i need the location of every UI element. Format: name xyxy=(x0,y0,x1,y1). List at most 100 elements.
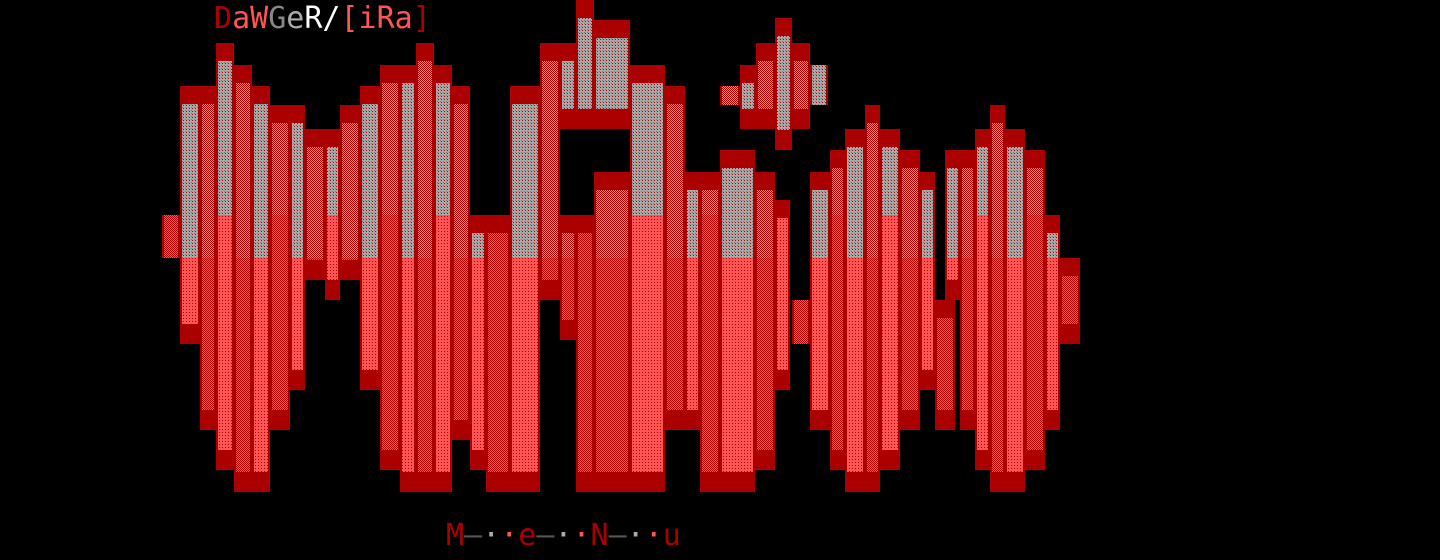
art-block xyxy=(882,147,898,215)
art-block xyxy=(596,38,628,109)
art-block xyxy=(977,147,988,215)
art-block xyxy=(454,104,468,258)
art-block xyxy=(182,258,198,324)
art-block xyxy=(596,190,628,258)
art-block xyxy=(472,258,484,450)
art-block xyxy=(667,104,683,258)
art-block xyxy=(757,258,773,450)
title-char: i xyxy=(358,1,377,36)
art-block xyxy=(236,258,250,472)
art-block xyxy=(977,215,988,450)
art-block xyxy=(236,83,250,258)
art-block xyxy=(722,168,753,258)
art-block xyxy=(418,258,432,472)
art-block xyxy=(812,258,828,410)
art-block xyxy=(382,215,398,450)
art-block xyxy=(307,258,323,260)
art-block xyxy=(218,215,232,450)
art-block xyxy=(687,258,698,410)
art-block xyxy=(847,258,863,472)
art-block xyxy=(962,258,973,410)
art-block xyxy=(1047,258,1058,410)
art-block xyxy=(596,258,628,472)
art-block xyxy=(947,258,958,280)
art-block xyxy=(882,215,898,450)
art-block xyxy=(902,258,918,410)
footer-char: N xyxy=(590,518,609,553)
art-block xyxy=(1007,147,1023,258)
art-block xyxy=(362,258,378,370)
art-block xyxy=(757,190,773,258)
art-block xyxy=(632,83,663,215)
art-block xyxy=(454,258,468,420)
footer-char: M xyxy=(446,518,465,553)
art-block xyxy=(542,61,558,258)
art-block xyxy=(794,300,808,344)
title-char: R xyxy=(376,1,395,36)
footer-char: · xyxy=(554,518,573,553)
art-block xyxy=(722,258,753,472)
art-block xyxy=(164,215,178,258)
footer-char: — xyxy=(536,518,555,553)
footer-char: · xyxy=(572,518,591,553)
artist-signature: DaWGeR/[iRa] xyxy=(214,1,431,37)
art-block xyxy=(254,258,268,472)
art-block xyxy=(847,147,863,258)
title-char: ] xyxy=(412,1,431,36)
art-block xyxy=(947,168,958,258)
art-block xyxy=(202,104,214,258)
title-char: D xyxy=(214,1,233,36)
art-block xyxy=(1047,233,1058,258)
art-block xyxy=(777,36,790,130)
footer-char: — xyxy=(608,518,627,553)
art-block xyxy=(542,258,558,280)
art-block xyxy=(867,258,878,472)
art-block xyxy=(702,215,718,472)
art-block xyxy=(342,123,358,258)
footer-char: · xyxy=(644,518,663,553)
art-block xyxy=(922,190,933,258)
art-block xyxy=(962,168,973,258)
art-block xyxy=(812,190,828,258)
title-char: R xyxy=(304,1,323,36)
art-block xyxy=(362,104,378,258)
art-block xyxy=(794,61,808,109)
art-block xyxy=(292,123,303,258)
art-block xyxy=(307,147,323,258)
art-block xyxy=(758,61,773,109)
art-block xyxy=(488,233,508,472)
art-block xyxy=(937,318,953,410)
art-block xyxy=(402,83,414,258)
art-block xyxy=(992,258,1003,472)
title-char: a xyxy=(394,1,413,36)
art-block xyxy=(512,104,538,258)
art-block xyxy=(632,215,663,472)
art-block xyxy=(1027,168,1043,215)
art-block xyxy=(512,258,538,472)
art-block xyxy=(702,190,718,215)
title-char: W xyxy=(250,1,269,36)
art-block xyxy=(562,258,574,320)
art-block xyxy=(1007,258,1023,472)
art-block xyxy=(562,61,574,109)
art-block xyxy=(436,215,450,472)
art-block xyxy=(578,18,592,109)
art-block xyxy=(418,61,432,258)
art-block xyxy=(382,83,398,215)
art-block xyxy=(922,258,933,370)
art-block xyxy=(902,168,918,258)
title-char: / xyxy=(322,1,341,36)
art-block xyxy=(402,258,414,472)
footer-char: · xyxy=(500,518,519,553)
title-char: [ xyxy=(340,1,359,36)
footer-char: u xyxy=(662,518,681,553)
art-block xyxy=(667,258,683,410)
art-block xyxy=(832,168,843,215)
art-block xyxy=(1062,276,1078,324)
title-char: e xyxy=(286,1,305,36)
art-block xyxy=(272,215,288,410)
art-block xyxy=(867,123,878,258)
art-block xyxy=(327,215,338,280)
art-block xyxy=(812,65,826,105)
art-block xyxy=(436,83,450,215)
